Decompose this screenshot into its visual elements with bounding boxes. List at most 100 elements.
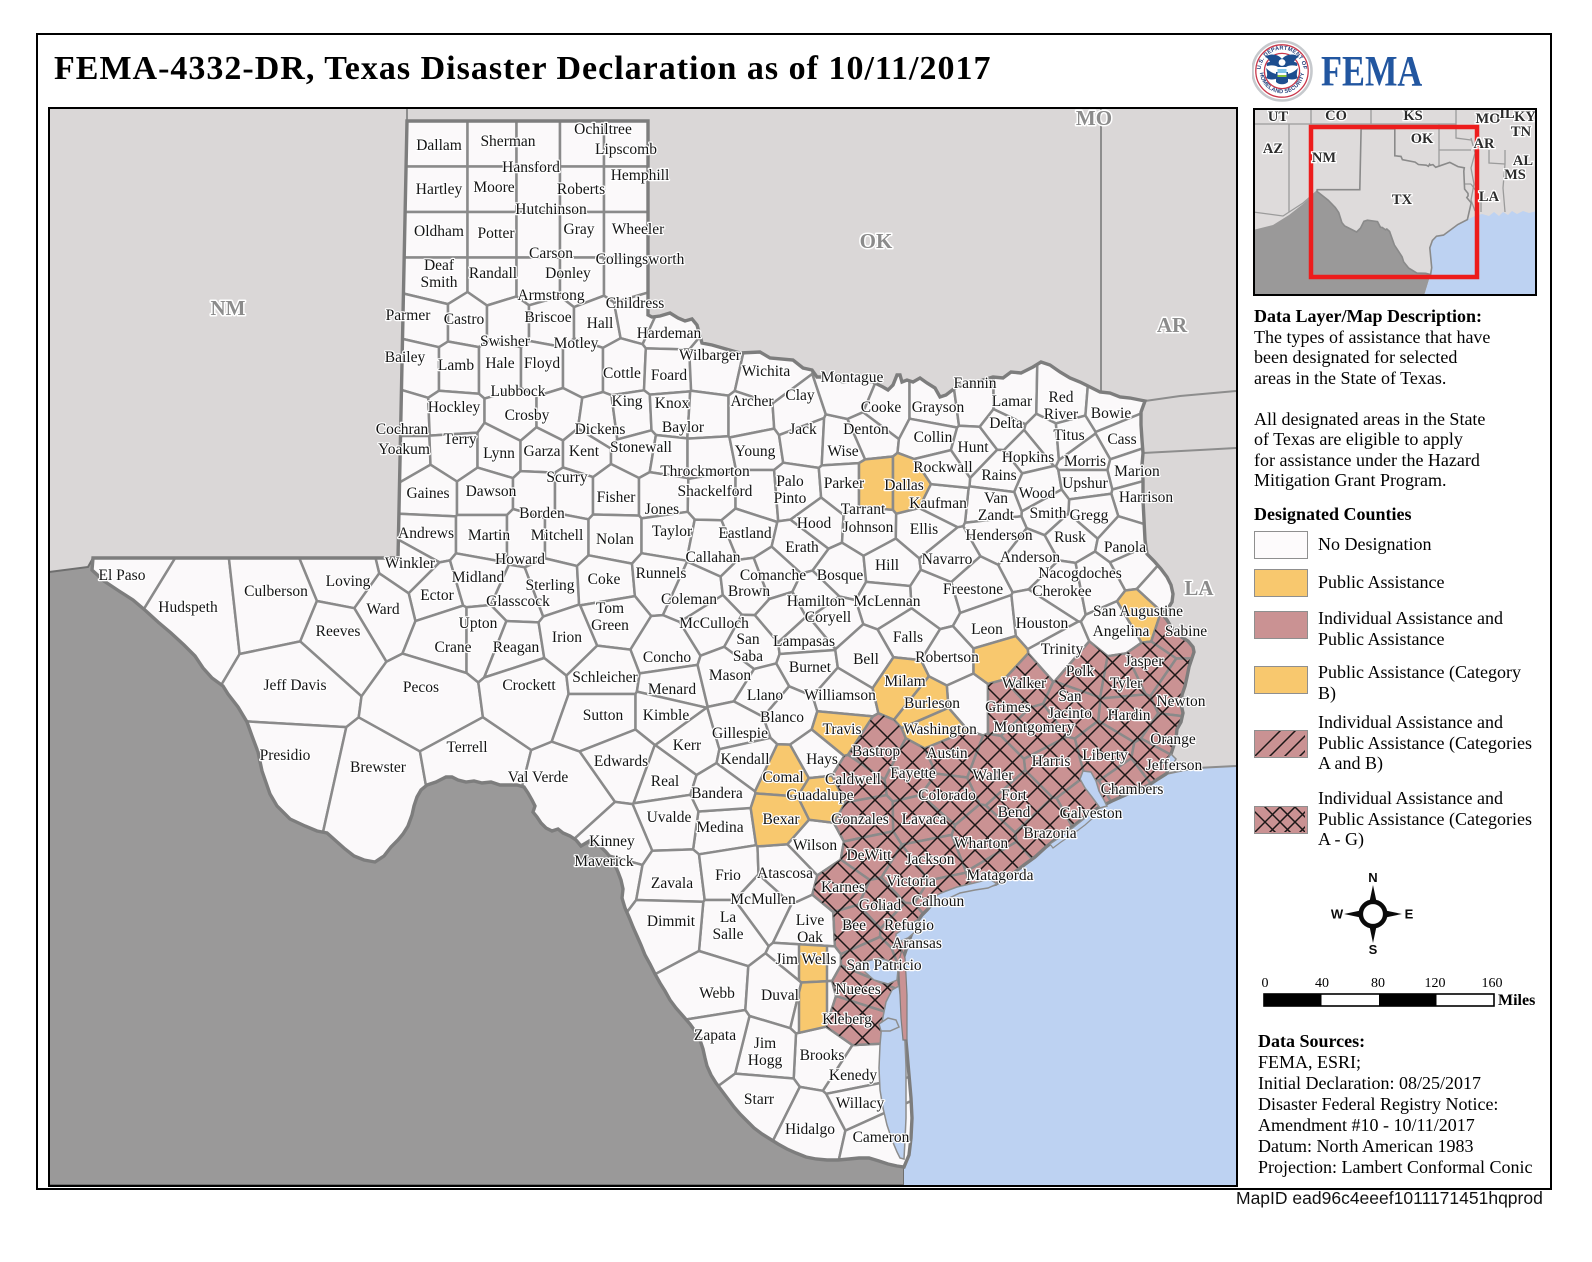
svg-text:Real: Real: [651, 773, 679, 790]
svg-text:Deaf: Deaf: [424, 257, 455, 274]
svg-text:Kerr: Kerr: [673, 737, 702, 754]
svg-text:Childress: Childress: [606, 295, 665, 312]
svg-text:W: W: [1331, 907, 1344, 922]
svg-text:Presidio: Presidio: [260, 747, 311, 764]
svg-text:Tyler: Tyler: [1110, 675, 1143, 692]
svg-text:Carson: Carson: [529, 245, 573, 262]
svg-text:Milam: Milam: [884, 673, 925, 690]
svg-text:Menard: Menard: [648, 681, 696, 698]
svg-text:160: 160: [1482, 976, 1503, 991]
svg-text:Throckmorton: Throckmorton: [660, 463, 750, 480]
svg-text:Sutton: Sutton: [583, 707, 624, 724]
svg-text:Wilson: Wilson: [793, 837, 837, 854]
svg-text:Cass: Cass: [1107, 431, 1136, 448]
svg-text:Crosby: Crosby: [505, 407, 550, 424]
svg-text:Hartley: Hartley: [416, 181, 463, 198]
svg-text:Sabine: Sabine: [1165, 623, 1207, 640]
svg-text:Cherokee: Cherokee: [1032, 583, 1092, 600]
svg-text:Upton: Upton: [459, 615, 498, 632]
svg-text:Glasscock: Glasscock: [486, 593, 550, 610]
svg-text:Gonzales: Gonzales: [831, 811, 889, 828]
svg-text:Miles: Miles: [1498, 992, 1535, 1009]
svg-text:Zavala: Zavala: [651, 875, 693, 892]
svg-text:Hale: Hale: [485, 355, 514, 372]
svg-text:Hutchinson: Hutchinson: [515, 201, 587, 218]
svg-text:Fannin: Fannin: [953, 375, 996, 392]
svg-text:Newton: Newton: [1156, 693, 1205, 710]
svg-text:Eastland: Eastland: [718, 525, 772, 542]
svg-text:Jefferson: Jefferson: [1146, 757, 1203, 774]
svg-text:40: 40: [1315, 976, 1329, 991]
svg-text:Williamson: Williamson: [804, 687, 876, 704]
svg-text:Anderson: Anderson: [1000, 549, 1061, 566]
svg-text:Wheeler: Wheeler: [612, 221, 665, 238]
svg-text:Starr: Starr: [744, 1091, 775, 1108]
svg-text:Val Verde: Val Verde: [508, 769, 569, 786]
svg-text:Jeff Davis: Jeff Davis: [264, 677, 327, 694]
svg-text:MO: MO: [1476, 111, 1501, 127]
svg-text:Bend: Bend: [998, 804, 1031, 821]
svg-text:Robertson: Robertson: [915, 649, 979, 666]
svg-text:Archer: Archer: [730, 393, 774, 410]
svg-text:San: San: [736, 631, 760, 648]
svg-text:Jim: Jim: [754, 1035, 776, 1052]
svg-text:Martin: Martin: [468, 527, 510, 544]
svg-text:Trinity: Trinity: [1041, 641, 1084, 658]
svg-text:Frio: Frio: [715, 867, 741, 884]
svg-text:Hockley: Hockley: [428, 399, 481, 416]
svg-text:Jasper: Jasper: [1125, 653, 1165, 670]
svg-text:Panola: Panola: [1104, 539, 1146, 556]
svg-text:Wharton: Wharton: [954, 835, 1008, 852]
svg-text:Baylor: Baylor: [662, 419, 705, 436]
svg-text:Crane: Crane: [434, 639, 471, 656]
svg-text:Burnet: Burnet: [789, 659, 832, 676]
svg-text:N: N: [1368, 870, 1377, 885]
svg-text:Kendall: Kendall: [720, 751, 769, 768]
svg-text:Kimble: Kimble: [643, 707, 690, 724]
svg-text:Swisher: Swisher: [480, 333, 531, 350]
svg-text:Briscoe: Briscoe: [524, 309, 571, 326]
svg-text:Hardeman: Hardeman: [637, 325, 702, 342]
svg-text:Ochiltree: Ochiltree: [574, 121, 632, 138]
svg-text:San Patricio: San Patricio: [846, 957, 922, 974]
svg-text:McCulloch: McCulloch: [679, 615, 749, 632]
svg-text:Bowie: Bowie: [1091, 405, 1132, 422]
svg-text:Pecos: Pecos: [403, 679, 439, 696]
svg-text:TN: TN: [1511, 124, 1532, 140]
svg-text:Oldham: Oldham: [414, 223, 464, 240]
svg-text:Ward: Ward: [366, 601, 399, 618]
svg-text:La: La: [720, 909, 736, 926]
svg-text:KS: KS: [1403, 108, 1422, 124]
svg-text:Lynn: Lynn: [483, 445, 515, 462]
svg-text:Hunt: Hunt: [958, 439, 990, 456]
svg-text:Bell: Bell: [853, 651, 879, 668]
svg-text:Stonewall: Stonewall: [610, 439, 672, 456]
svg-text:Orange: Orange: [1150, 731, 1196, 748]
svg-text:Hidalgo: Hidalgo: [785, 1121, 835, 1138]
svg-text:Concho: Concho: [643, 649, 691, 666]
svg-text:Grimes: Grimes: [985, 699, 1031, 716]
svg-text:Travis: Travis: [822, 721, 861, 738]
svg-text:Nolan: Nolan: [596, 531, 634, 548]
svg-text:Angelina: Angelina: [1093, 623, 1150, 640]
svg-text:Erath: Erath: [785, 539, 819, 556]
svg-text:Hemphill: Hemphill: [611, 167, 670, 184]
svg-text:Garza: Garza: [524, 443, 561, 460]
svg-text:Dickens: Dickens: [575, 421, 626, 438]
svg-text:LA: LA: [1479, 189, 1500, 205]
svg-text:Guadalupe: Guadalupe: [786, 787, 853, 804]
svg-text:Saba: Saba: [733, 648, 763, 665]
svg-text:Jackson: Jackson: [905, 851, 954, 868]
svg-text:Delta: Delta: [989, 415, 1023, 432]
svg-text:Gregg: Gregg: [1070, 507, 1109, 524]
svg-text:Mitchell: Mitchell: [531, 527, 584, 544]
svg-text:Gray: Gray: [564, 221, 595, 238]
svg-text:King: King: [612, 393, 643, 410]
svg-text:Jones: Jones: [645, 501, 679, 518]
svg-text:Crockett: Crockett: [502, 677, 556, 694]
svg-text:Live: Live: [796, 912, 825, 929]
svg-text:Bee: Bee: [842, 917, 866, 934]
svg-text:Smith: Smith: [1029, 505, 1066, 522]
svg-text:Zandt: Zandt: [978, 507, 1015, 524]
svg-text:Wood: Wood: [1019, 485, 1056, 502]
